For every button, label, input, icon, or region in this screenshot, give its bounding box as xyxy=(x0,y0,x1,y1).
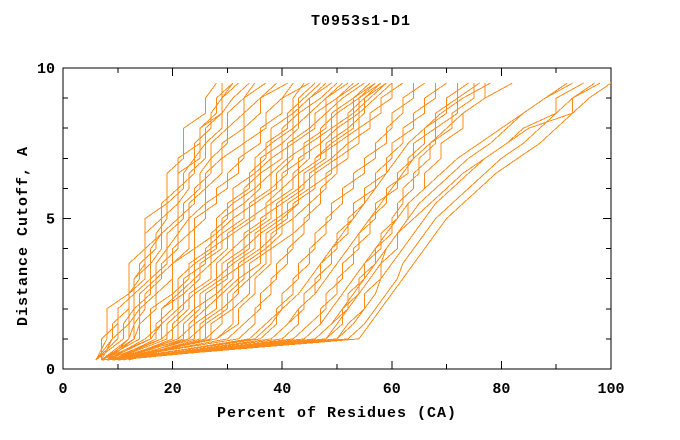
model-curve xyxy=(101,82,573,361)
model-curve xyxy=(112,82,469,361)
model-curve xyxy=(112,82,601,361)
model-curve xyxy=(95,82,217,361)
model-curve xyxy=(117,82,365,361)
model-curve xyxy=(106,82,360,361)
x-tick-label: 40 xyxy=(273,381,291,398)
model-curve xyxy=(117,82,343,361)
x-axis-label: Percent of Residues (CA) xyxy=(216,405,458,422)
model-curve xyxy=(101,82,310,361)
chart-title: T0953s1-D1 xyxy=(311,13,412,30)
model-curve xyxy=(106,82,612,361)
model-curve xyxy=(100,82,239,361)
y-tick-label: 10 xyxy=(37,61,55,78)
model-curve xyxy=(106,82,316,361)
x-tick-label: 100 xyxy=(597,381,624,398)
x-tick-label: 80 xyxy=(492,381,510,398)
model-curve xyxy=(112,82,338,361)
model-curve xyxy=(106,82,288,361)
model-curve xyxy=(101,82,294,361)
model-curve xyxy=(123,82,376,361)
model-curve xyxy=(106,82,382,361)
x-tick-label: 60 xyxy=(383,381,401,398)
model-curve xyxy=(112,83,393,361)
model-curve xyxy=(112,82,387,361)
model-curve xyxy=(106,82,584,361)
model-curve xyxy=(128,82,387,361)
x-tick-label: 0 xyxy=(58,381,67,398)
model-curve xyxy=(123,82,371,361)
model-curve xyxy=(117,82,513,361)
model-curve xyxy=(112,82,321,361)
y-tick-label: 0 xyxy=(46,362,55,379)
x-tick-label: 20 xyxy=(164,381,182,398)
model-curve xyxy=(112,82,491,361)
model-curve xyxy=(112,82,332,361)
y-tick-label: 5 xyxy=(46,212,55,229)
model-curve xyxy=(106,82,404,361)
model-curve xyxy=(112,82,425,361)
model-curve xyxy=(106,82,568,361)
model-curve xyxy=(101,82,595,361)
model-curve xyxy=(117,83,475,361)
model-curve xyxy=(106,82,267,361)
